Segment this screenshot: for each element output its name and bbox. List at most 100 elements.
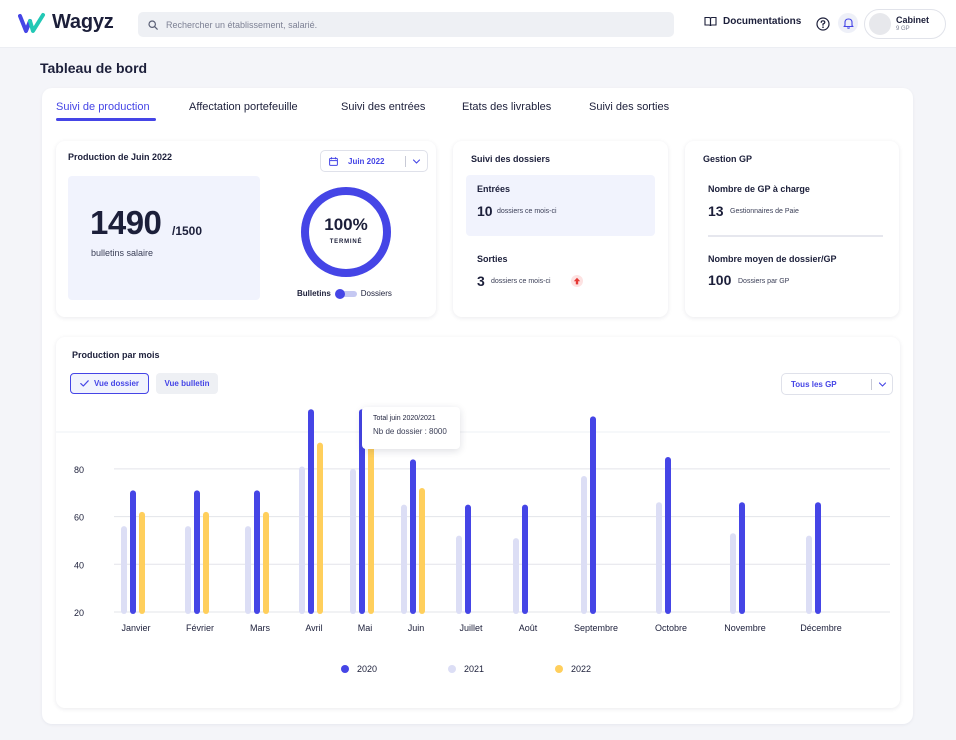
legend-item-2020: 2020 [341,664,377,674]
dossiers-title: Suivi des dossiers [471,154,551,164]
bar-2020-avril [308,409,314,614]
legend-item-2021: 2021 [448,664,484,674]
search-bar[interactable] [138,12,674,37]
bar-2021-novembre [730,533,736,614]
legend-label: 2020 [357,664,378,674]
y-tick-label: 80 [74,465,84,475]
completion-donut [301,187,391,277]
legend-swatch [448,665,456,673]
sorties-label: Sorties [477,254,508,264]
bar-2022-juin [419,487,425,614]
tab-etats-livrables[interactable]: Etats des livrables [462,101,552,113]
x-tick-label: Janvier [121,623,150,633]
toggle-right-label: Dossiers [360,289,392,298]
active-tab-indicator [56,118,156,121]
monthly-bar-chart: 20 40 60 80 Janvier Février Mars Avril Mai Juin Ju… [56,409,890,633]
divider [708,235,883,237]
entrees-value: 10 [477,203,493,219]
gp-filter-label: Tous les GP [791,379,837,389]
bell-icon [842,18,854,29]
tab-suivi-production[interactable]: Suivi de production [56,101,150,113]
logo[interactable]: Wagyz [18,11,114,34]
gestion-title: Gestion GP [703,154,753,164]
x-tick-label: Février [186,623,214,633]
tab-suivi-entrees[interactable]: Suivi des entrées [341,101,426,113]
vue-dossier-label: Vue dossier [93,379,140,388]
completion-percent: 100% [324,215,368,234]
avg-dossier-sub: Dossiers par GP [738,278,790,285]
bar-2021-septembre [581,476,587,614]
tooltip-value: Nb de dossier : 8000 [373,427,447,436]
production-count-box: 1490 /1500 bulletins salaire [68,176,260,300]
bar-2022-avril [317,442,323,614]
monthly-title: Production par mois [72,350,160,360]
tab-affectation-portefeuille[interactable]: Affectation portefeuille [189,101,298,113]
search-input[interactable] [166,19,646,30]
gp-count-value: 13 [708,203,724,219]
help-icon[interactable] [816,17,830,31]
page-title: Tableau de bord [40,60,148,76]
notifications-button[interactable] [838,13,858,33]
legend-swatch [341,665,349,673]
legend-label: 2021 [464,664,485,674]
switch-knob [334,289,345,299]
view-toggle: Bulletins Dossiers [297,289,392,299]
x-tick-label: Mai [358,623,373,633]
bar-2021-mars [245,526,251,614]
top-bar: Wagyz Documentations Cabinet 9 GP [0,0,956,48]
account-sub: 9 GP [896,26,910,32]
sorties-sub: dossiers ce mois-ci [491,278,551,285]
wagyz-logo-icon [18,12,45,33]
tab-suivi-sorties[interactable]: Suivi des sorties [589,101,670,113]
month-selector-label: Juin 2022 [348,156,385,166]
legend-label: 2022 [571,664,592,674]
entrees-box [466,175,655,236]
production-unit: bulletins salaire [91,248,154,258]
app-name: Wagyz [52,11,114,33]
avg-dossier-value: 100 [708,272,732,288]
divider [871,379,872,390]
legend-item-2022: 2022 [555,664,591,674]
avg-dossier-label: Nombre moyen de dossier/GP [708,254,837,264]
bar-2020-octobre [665,456,671,614]
vue-dossier-button[interactable]: Vue dossier [70,373,149,394]
vue-bulletin-button[interactable]: Vue bulletin [156,373,218,394]
bar-2021-octobre [656,502,662,614]
account-name: Cabinet [896,15,930,25]
toggle-left-label: Bulletins [297,289,331,298]
bar-2020-août [522,504,528,614]
x-tick-label: Mars [250,623,270,633]
sorties-value: 3 [477,273,485,289]
bar-2021-janvier [121,526,127,614]
calendar-icon [329,156,338,166]
bar-2020-septembre [590,416,596,614]
bulletins-dossiers-switch[interactable] [334,289,357,299]
documentation-link[interactable]: Documentations [704,16,801,27]
y-tick-label: 60 [74,513,84,523]
donut-progress [301,187,391,277]
account-menu[interactable]: Cabinet 9 GP [864,9,946,39]
chevron-down-icon [878,382,887,387]
arrow-up-icon [573,277,581,285]
bar-2021-février [185,526,191,614]
avatar [869,13,891,35]
x-tick-label: Décembre [800,623,842,633]
gp-filter-select[interactable]: Tous les GP [781,373,893,395]
bar-2020-mai [359,409,365,614]
bar-2021-décembre [806,535,812,614]
chart-tooltip: Total juin 2020/2021 Nb de dossier : 800… [362,407,460,449]
bar-2021-août [513,538,519,614]
bar-2020-juin [410,459,416,614]
bar-2021-mai [350,468,356,614]
gestion-gp-card [685,141,899,317]
search-icon [148,19,158,30]
entrees-label: Entrées [477,184,511,194]
month-selector[interactable]: Juin 2022 [320,150,428,172]
bar-2021-avril [299,466,305,614]
check-icon [80,380,89,387]
x-tick-label: Octobre [655,623,687,633]
documentation-label: Documentations [723,16,802,27]
x-tick-label: Novembre [724,623,766,633]
bar-2022-janvier [139,511,145,614]
trend-up-icon [571,275,583,287]
